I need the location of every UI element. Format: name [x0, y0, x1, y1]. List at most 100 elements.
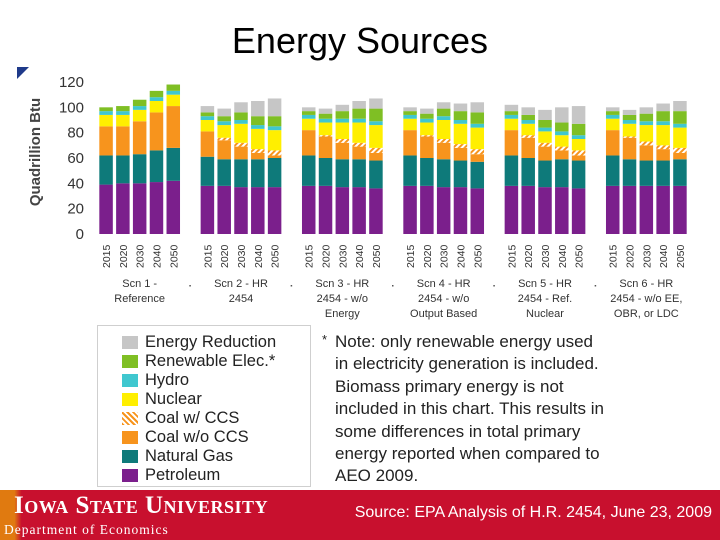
x-tick-label: 2030 — [540, 244, 552, 268]
bar-segment — [656, 111, 670, 122]
bar-segment — [622, 159, 637, 186]
x-tick-label: 2015 — [506, 244, 518, 268]
note-line: some differences in total primary — [335, 421, 581, 441]
bar-segment — [555, 122, 569, 132]
bar-segment — [369, 121, 383, 126]
bar-segment — [673, 159, 687, 186]
bar-segment — [166, 106, 181, 148]
bar-segment — [132, 121, 147, 155]
bar-segment — [605, 111, 620, 115]
bar-segment — [217, 159, 231, 186]
bar-segment — [99, 126, 113, 156]
bar-segment — [234, 102, 248, 113]
corner-triangle-icon — [17, 67, 29, 79]
bar-segment — [420, 113, 434, 119]
bar-segment — [656, 103, 670, 112]
x-tick-label: 2015 — [608, 244, 620, 268]
bar-segment — [403, 130, 417, 156]
bar-segment — [251, 159, 265, 188]
legend-item: Coal w/ CCS — [122, 409, 239, 427]
bar-segment — [571, 150, 586, 156]
legend-label: Natural Gas — [145, 447, 234, 466]
x-tick-label: 2020 — [321, 244, 333, 268]
bar-segment — [217, 185, 231, 234]
bar-segment — [470, 112, 485, 124]
bar-segment — [251, 152, 265, 160]
bar-segment — [436, 187, 451, 234]
x-tick-label: 2050 — [675, 244, 687, 268]
bar-segment — [605, 155, 620, 186]
bar-segment — [352, 122, 366, 143]
bar-segment — [538, 146, 552, 161]
legend-item: Petroleum — [122, 466, 220, 485]
legend-item: Renewable Elec.* — [122, 352, 275, 370]
bar-segment — [200, 116, 215, 120]
bar-segment — [470, 154, 485, 162]
bar-segment — [420, 136, 434, 158]
x-tick-label: 2015 — [202, 244, 214, 268]
bar-segment — [571, 139, 586, 151]
bar-segment — [234, 112, 248, 120]
bar-segment — [673, 152, 687, 160]
bar-segment — [267, 155, 282, 158]
note-line: Note: only renewable energy used — [335, 332, 593, 351]
group-label: Scn 4 - HR — [417, 278, 471, 290]
legend-swatch — [122, 450, 138, 464]
bar-segment — [166, 90, 181, 95]
bar-segment — [301, 111, 316, 115]
bar-segment — [352, 108, 366, 119]
bar-segment — [251, 125, 265, 129]
legend-label: Energy Reduction — [145, 332, 277, 351]
bar-segment — [352, 142, 366, 147]
bar-segment — [420, 158, 434, 186]
bar-segment — [352, 187, 366, 234]
bar-segment — [318, 135, 333, 137]
bar-segment — [453, 123, 468, 145]
bar-segment — [335, 187, 350, 234]
bar-segment — [234, 187, 248, 234]
bar-segment — [673, 127, 687, 148]
bar-segment — [538, 131, 552, 143]
bar-segment — [673, 111, 687, 124]
bar-segment — [403, 185, 417, 234]
bar-segment — [470, 123, 485, 128]
bar-segment — [234, 120, 248, 124]
bar-segment — [200, 120, 215, 132]
bar-segment — [369, 108, 383, 122]
legend-swatch — [122, 411, 138, 425]
bar-segment — [470, 149, 485, 155]
bar-segment — [639, 107, 654, 114]
bar-segment — [234, 123, 248, 143]
bar-segment — [166, 94, 181, 107]
bar-segment — [251, 187, 265, 234]
bar-segment — [571, 135, 586, 139]
x-tick-label: 2015 — [101, 244, 113, 268]
x-tick-label: 2015 — [405, 244, 417, 268]
bar-segment — [656, 185, 670, 234]
legend-swatch — [122, 354, 138, 368]
bar-segment — [453, 187, 468, 234]
x-tick-label: 2015 — [304, 244, 316, 268]
legend-label: Coal w/ CCS — [145, 408, 240, 427]
group-label: Scn 3 - HR — [315, 278, 369, 290]
bar-segment — [335, 104, 350, 112]
bar-segment — [673, 185, 687, 234]
bar-segment — [352, 146, 366, 160]
bar-segment — [639, 145, 654, 161]
x-tick-label: 2040 — [253, 244, 265, 268]
bar-segment — [267, 116, 282, 127]
bar-segment — [420, 185, 434, 234]
bar-segment — [470, 188, 485, 234]
group-label: Reference — [114, 293, 165, 305]
bar-segment — [301, 130, 316, 156]
bar-segment — [521, 114, 535, 120]
bar-segment — [200, 106, 215, 113]
bar-segment — [149, 150, 164, 183]
y-axis: 0 20 40 60 80 100 120 — [59, 74, 84, 243]
bar-segment — [436, 120, 451, 139]
bar-segment — [673, 101, 687, 112]
bar-segment — [470, 102, 485, 113]
bar-segment — [656, 149, 670, 161]
bar-segment — [200, 156, 215, 186]
x-tick-label: 2050 — [472, 244, 484, 268]
